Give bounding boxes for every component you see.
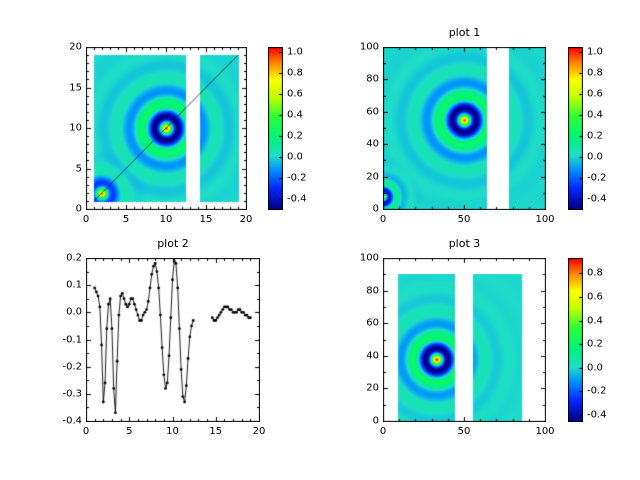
- y-tick-label: 20: [366, 382, 379, 394]
- colorbar-tick-label: 0.2: [587, 338, 603, 350]
- colorbar-tick-label: -0.4: [587, 193, 607, 205]
- colorbar-tick-label: 0.2: [287, 130, 303, 142]
- colorbar-tick-label: -0.4: [587, 409, 607, 421]
- x-tick-label: 10: [159, 214, 173, 225]
- y-tick-label: 0.1: [66, 279, 82, 291]
- x-tick-label: 20: [239, 214, 253, 225]
- plot1-title: plot 1: [448, 26, 481, 39]
- colorbar-tick-label: 0.4: [287, 109, 303, 121]
- y-tick-label: 5: [75, 163, 82, 174]
- colorbar-tick-label: 0.0: [287, 151, 303, 163]
- y-tick-label: -0.1: [62, 334, 82, 345]
- y-tick-label: -0.2: [62, 361, 82, 373]
- y-tick-label: 60: [366, 106, 379, 118]
- x-tick-label: 100: [535, 214, 555, 225]
- y-tick-label: 15: [69, 82, 82, 93]
- line-chart-plot2: [86, 258, 260, 422]
- colorbar-tick-label: -0.2: [587, 172, 607, 184]
- heatmap-top-left: [86, 47, 247, 210]
- y-tick-label: 80: [366, 73, 379, 85]
- colorbar-tick-label: -0.4: [287, 193, 307, 205]
- x-tick-label: 10: [166, 426, 179, 437]
- y-tick-label: 20: [69, 41, 82, 53]
- colorbar-tick-label: 0.6: [587, 291, 603, 303]
- colorbar-tick-label: 0.6: [287, 88, 303, 100]
- y-tick-label: 60: [366, 317, 379, 329]
- y-tick-label: 100: [359, 41, 379, 53]
- colorbar-tick-label: 0.0: [587, 362, 603, 374]
- heatmap-plot1: [383, 47, 546, 210]
- x-tick-label: 50: [457, 214, 471, 225]
- y-tick-label: 40: [366, 138, 379, 150]
- x-tick-label: 15: [209, 426, 223, 437]
- plot2-title: plot 2: [157, 237, 189, 250]
- colorbar-tick-label: -0.2: [287, 172, 307, 184]
- x-tick-label: 100: [535, 426, 555, 437]
- colorbar-tick-label: 0.0: [587, 151, 603, 163]
- colorbar-tick-label: 0.4: [587, 315, 603, 327]
- y-tick-label: -0.3: [62, 388, 82, 400]
- colorbar-tick-label: 0.8: [287, 67, 303, 79]
- x-tick-label: 5: [122, 214, 130, 225]
- colorbar-tick-label: 0.6: [587, 88, 603, 100]
- colorbar-tick-label: 0.2: [587, 130, 603, 142]
- y-tick-label: 0: [372, 203, 379, 215]
- x-tick-label: 5: [126, 426, 133, 437]
- colorbar-tick-label: 1.0: [287, 46, 303, 58]
- y-tick-label: 0: [372, 415, 379, 427]
- colorbar-tick-label: 0.4: [587, 109, 603, 121]
- y-tick-label: 0.2: [66, 252, 82, 264]
- colorbar-plot3: [568, 258, 583, 422]
- colorbar-tick-label: 1.0: [587, 46, 603, 58]
- x-tick-label: 0: [82, 426, 90, 437]
- x-tick-label: 0: [379, 426, 387, 437]
- x-tick-label: 0: [379, 214, 387, 225]
- y-tick-label: 0.0: [66, 306, 82, 318]
- x-tick-label: 50: [457, 426, 471, 437]
- y-tick-label: 10: [69, 122, 82, 134]
- colorbar-top-left: [268, 47, 283, 210]
- y-tick-label: 80: [366, 285, 379, 297]
- colorbar-tick-label: 0.8: [587, 267, 603, 279]
- plot3-title: plot 3: [448, 237, 481, 250]
- x-tick-label: 0: [82, 214, 90, 225]
- y-tick-label: -0.4: [62, 415, 82, 427]
- heatmap-plot3: [383, 258, 546, 422]
- colorbar-tick-label: 0.8: [587, 67, 603, 79]
- y-tick-label: 100: [359, 252, 379, 264]
- x-tick-label: 20: [252, 426, 266, 437]
- y-tick-label: 20: [366, 171, 379, 183]
- colorbar-tick-label: -0.2: [587, 385, 607, 397]
- x-tick-label: 15: [199, 214, 213, 225]
- colorbar-plot1: [568, 47, 583, 210]
- y-tick-label: 0: [75, 203, 82, 215]
- y-tick-label: 40: [366, 350, 379, 362]
